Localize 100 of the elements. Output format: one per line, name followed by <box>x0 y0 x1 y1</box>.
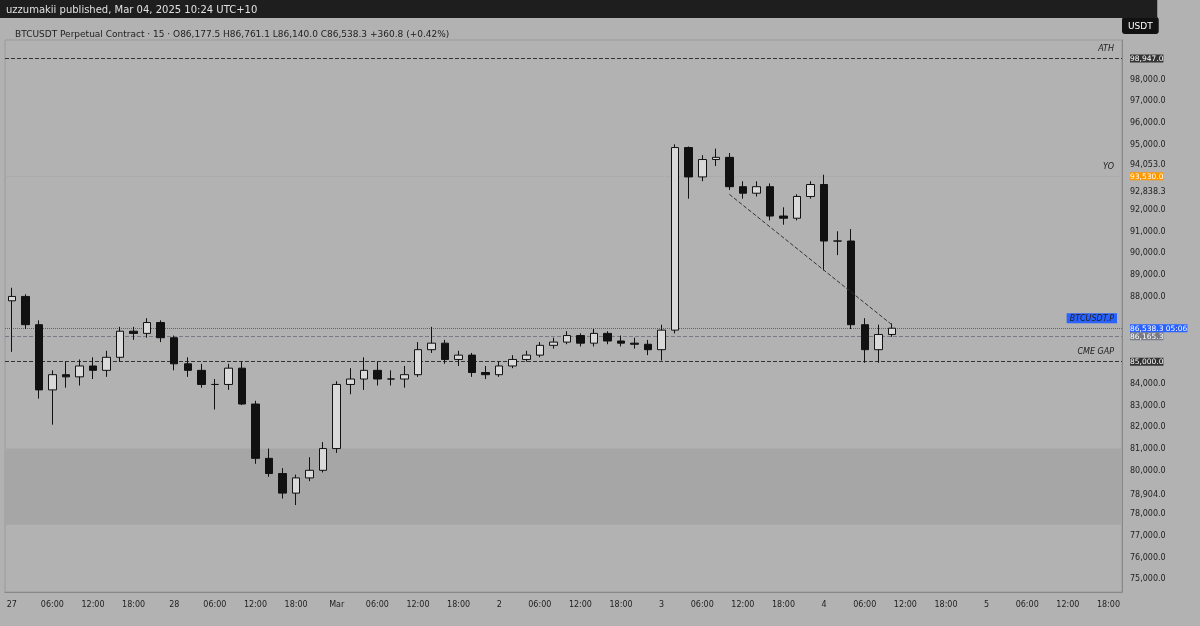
candlestick <box>387 369 395 387</box>
y-tick-label: 97,000.0 <box>1130 96 1166 106</box>
candlestick <box>806 180 815 200</box>
candlestick <box>603 330 612 345</box>
candlestick <box>874 324 883 364</box>
y-tick-label: 77,000.0 <box>1130 531 1166 540</box>
chart-subtitle: uzzumakii published, Mar 04, 2025 10:24 UTC+10 <box>6 3 258 15</box>
candlestick <box>224 363 233 391</box>
x-tick-label: 12:00 <box>568 599 592 609</box>
candlestick <box>522 350 531 363</box>
candlestick <box>143 317 151 339</box>
candlestick <box>820 174 828 271</box>
candlestick <box>712 148 720 167</box>
candlestick <box>536 341 544 358</box>
candlestick <box>278 467 287 500</box>
candlestick <box>698 154 707 182</box>
x-tick-label: 3 <box>659 599 665 609</box>
x-tick-label: 06:00 <box>853 599 877 609</box>
candlestick <box>211 378 219 410</box>
x-tick-label: 12:00 <box>81 599 105 609</box>
x-tick-label: 06:00 <box>365 599 389 609</box>
y-tick-label: 84,000.0 <box>1130 378 1166 388</box>
candlestick <box>197 363 206 389</box>
ref-line-label: ATH <box>1097 44 1114 54</box>
x-tick-label: 18:00 <box>122 599 146 609</box>
candlestick <box>793 193 801 221</box>
candlestick <box>102 350 111 378</box>
candlestick <box>684 145 693 200</box>
candlestick <box>468 352 476 378</box>
candlestick <box>265 448 273 478</box>
candlestick <box>21 293 30 330</box>
x-tick-label: 28 <box>169 599 180 609</box>
candlestick <box>170 335 178 371</box>
candlestick <box>563 330 571 345</box>
candlestick <box>35 319 43 400</box>
candlestick <box>495 361 503 378</box>
y-tick-label: 94,053.0 <box>1130 160 1166 170</box>
candlestick <box>116 326 124 363</box>
y-axis-title: USDT <box>1128 20 1154 31</box>
candlestick <box>8 287 16 353</box>
x-tick-label: 5 <box>984 599 990 609</box>
x-tick-label: 06:00 <box>203 599 227 609</box>
y-tick-label: 92,838.3 <box>1130 186 1166 196</box>
candlestick <box>62 361 70 389</box>
candlestick <box>779 206 788 226</box>
x-tick-label: 12:00 <box>731 599 755 609</box>
candlestick <box>48 369 57 426</box>
chart-title: BTCUSDT Perpetual Contract · 15 · O86,177.5 H86,761.1 L86,140.0 C86,538.3 +360.8 (+0.42%) <box>15 28 450 39</box>
y-tick-label: 89,000.0 <box>1130 270 1166 280</box>
candlestick <box>129 326 138 341</box>
x-tick-label: 18:00 <box>771 599 796 609</box>
y-tick-label: 88,000.0 <box>1130 291 1166 301</box>
candlestick <box>251 400 260 465</box>
y-tick-label: 90,000.0 <box>1130 248 1166 258</box>
candlestick <box>861 317 869 364</box>
y-tick-label: 83,000.0 <box>1130 400 1166 410</box>
y-tick-label: 76,000.0 <box>1130 552 1166 562</box>
x-tick-label: 12:00 <box>1056 599 1080 609</box>
candlestick <box>576 332 585 347</box>
x-tick-label: 06:00 <box>40 599 64 609</box>
x-tick-label: 06:00 <box>528 599 552 609</box>
candlestick <box>725 152 734 191</box>
candlestick <box>508 354 517 369</box>
candlestick <box>332 380 341 454</box>
ref-line-label: YO <box>1102 161 1114 171</box>
candlestick <box>847 228 855 330</box>
y-tick-label: 75,000.0 <box>1130 574 1166 584</box>
y-tick-label: 82,000.0 <box>1130 422 1166 432</box>
x-tick-label: 18:00 <box>934 599 958 609</box>
ref-line-label: BTCUSDT.P <box>1069 313 1115 323</box>
candlestick <box>590 328 598 347</box>
x-tick-label: 12:00 <box>893 599 917 609</box>
candlestick <box>644 339 652 356</box>
candlestick <box>346 367 355 395</box>
candlestick <box>441 339 449 365</box>
y-tick-label: 78,904.0 <box>1130 489 1166 499</box>
candlestick <box>657 324 666 362</box>
candlestick <box>888 322 896 338</box>
x-tick-label: 06:00 <box>690 599 714 609</box>
candlestick <box>400 365 409 389</box>
y-tick-label: 92,000.0 <box>1130 205 1166 215</box>
y-tick-label: 80,000.0 <box>1130 465 1166 475</box>
candlestick <box>739 180 747 200</box>
y-tick-label: 98,000.0 <box>1130 74 1166 84</box>
x-tick-label: 27 <box>6 599 17 609</box>
candlestick <box>617 335 625 347</box>
candlestick <box>305 456 314 482</box>
candlestick <box>75 358 84 387</box>
candlestick <box>671 143 679 334</box>
y-tick-label: 91,000.0 <box>1130 226 1166 236</box>
y-tick-label: 96,000.0 <box>1130 118 1166 128</box>
x-tick-label: 2 <box>496 599 502 609</box>
candlestick <box>454 350 463 367</box>
candlestick <box>292 474 300 506</box>
x-tick-label: Mar <box>329 599 345 609</box>
candlestick <box>427 326 436 354</box>
ref-line-label: CME GAP <box>1077 347 1115 357</box>
candlestick <box>238 361 246 406</box>
candlestick <box>360 356 368 391</box>
x-tick-label: 18:00 <box>284 599 308 609</box>
